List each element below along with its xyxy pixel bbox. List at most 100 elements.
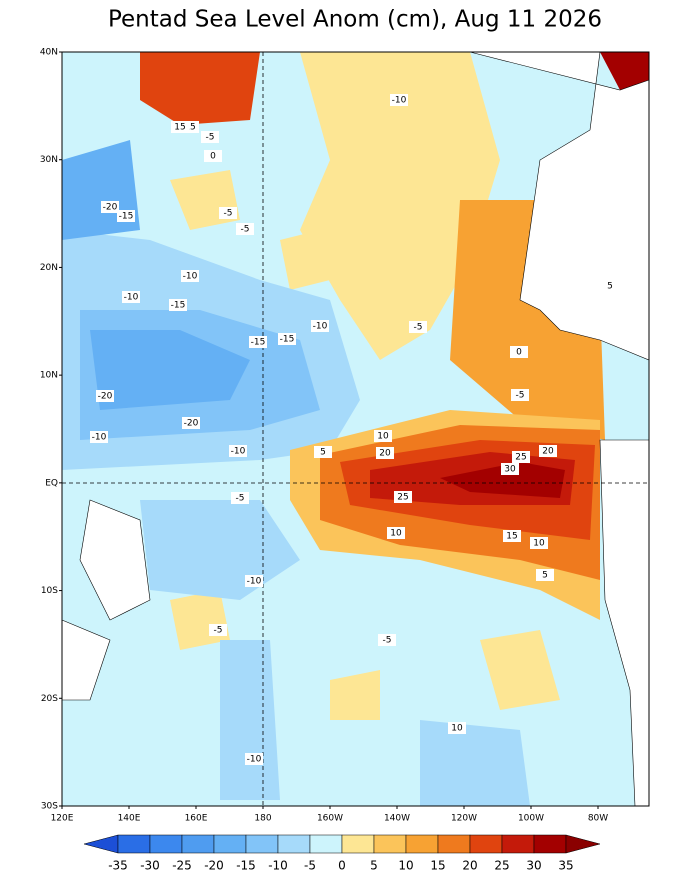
colorbar-swatch xyxy=(245,834,279,854)
lon-label: 180 xyxy=(254,814,271,824)
contour-label-box xyxy=(101,201,119,213)
lat-label: 30S xyxy=(41,802,58,812)
contour-label-box xyxy=(245,575,263,587)
title: Pentad Sea Level Anom (cm), Aug 11 2026 xyxy=(108,7,602,33)
colorbar-label: -35 xyxy=(108,859,128,873)
contour-label: -10 xyxy=(183,272,198,282)
contour-label: 10 xyxy=(533,539,545,549)
colorbar-swatch xyxy=(533,834,567,854)
lat-label: 20S xyxy=(41,694,58,704)
contour-label-box xyxy=(181,270,199,282)
contour-label-box xyxy=(378,634,396,646)
contour-label-box xyxy=(503,530,521,542)
contour-label-box xyxy=(390,94,408,106)
contour-label: -10 xyxy=(92,433,107,443)
warm-core xyxy=(440,462,565,498)
contour-label: -10 xyxy=(124,293,139,303)
contour-label: -20 xyxy=(103,203,118,213)
contour-label: -5 xyxy=(224,209,233,219)
contour-label-box xyxy=(278,333,296,345)
contour-label-box xyxy=(536,569,554,581)
contour-label-box xyxy=(229,445,247,457)
contour-label: 5 xyxy=(320,448,326,458)
contour-label-box xyxy=(204,150,222,162)
contour-label-box xyxy=(249,336,267,348)
colorbar-arrow xyxy=(565,834,601,854)
contour-label-box xyxy=(376,447,394,459)
contour-label: -15 xyxy=(251,338,266,348)
contour-label-box xyxy=(169,299,187,311)
colorbar-swatch xyxy=(437,834,471,854)
contour-label: 15 xyxy=(184,123,195,133)
contour-label: 0 xyxy=(516,348,522,358)
contour-label-box xyxy=(96,390,114,402)
contour-label-box xyxy=(539,445,557,457)
colorbar-label: -30 xyxy=(140,859,160,873)
colorbar-label: -5 xyxy=(304,859,316,873)
contour-label: -10 xyxy=(231,447,246,457)
contour-label: -20 xyxy=(184,419,199,429)
lon-label: 120W xyxy=(451,814,477,824)
lon-label: 140E xyxy=(118,814,141,824)
contour-label-box xyxy=(601,280,619,292)
contour-label-box xyxy=(510,346,528,358)
lat-label: 30N xyxy=(40,155,58,165)
contour-label: 10 xyxy=(377,432,389,442)
contour-label-box xyxy=(448,722,466,734)
contour-label: -5 xyxy=(236,494,245,504)
colorbar-label: 0 xyxy=(338,859,346,873)
contour-label-box xyxy=(90,431,108,443)
contour-label-box xyxy=(219,207,237,219)
contour-label: -10 xyxy=(247,755,262,765)
contour-label-box xyxy=(231,492,249,504)
colorbar-swatch xyxy=(181,834,215,854)
colorbar-label: -15 xyxy=(236,859,256,873)
lat-label: 10N xyxy=(40,371,58,381)
contour-label: 10 xyxy=(390,529,402,539)
contour-label-box xyxy=(511,389,529,401)
colorbar-swatch xyxy=(309,834,343,854)
warm-region xyxy=(300,52,500,360)
contour-label: 0 xyxy=(210,152,216,162)
contour-label: -15 xyxy=(171,301,186,311)
contour-label-box xyxy=(117,210,135,222)
contour-label-box xyxy=(236,223,254,235)
labels: 40N 30N 20N 10N EQ 10S 20S 30S 120E 140E 160E 180 16… xyxy=(40,48,619,873)
lon-label: 100W xyxy=(518,814,544,824)
lat-label: 40N xyxy=(40,48,58,58)
map-fields xyxy=(61,51,650,807)
lon-label: 160E xyxy=(185,814,208,824)
colorbar-swatch xyxy=(405,834,439,854)
contour-label-box xyxy=(512,451,530,463)
colorbar-label: -10 xyxy=(268,859,288,873)
colorbar-label: 30 xyxy=(526,859,541,873)
contour-label-box xyxy=(394,491,412,503)
contour-label-box xyxy=(171,121,189,133)
colorbar-arrow xyxy=(83,834,119,854)
colorbar-swatch xyxy=(277,834,311,854)
contour-label: 15 xyxy=(174,123,185,133)
colorbar-swatch xyxy=(373,834,407,854)
contour-label: -10 xyxy=(247,577,262,587)
colorbar-label: 15 xyxy=(430,859,445,873)
contour-label: -5 xyxy=(214,626,223,636)
map-frame xyxy=(61,51,650,807)
colorbar-label: -20 xyxy=(204,859,224,873)
cool-core xyxy=(90,330,250,410)
contour-label: 25 xyxy=(515,453,526,463)
contour-label: 30 xyxy=(504,465,516,475)
contour-label-box xyxy=(374,430,392,442)
lon-label: 80W xyxy=(588,814,608,824)
contour-label-box xyxy=(314,446,332,458)
colorbar-label: 20 xyxy=(462,859,477,873)
contour-label-box xyxy=(245,753,263,765)
contour-label: 20 xyxy=(379,449,391,459)
contour-label-box xyxy=(530,537,548,549)
contour-label-box xyxy=(182,417,200,429)
contour-label: -20 xyxy=(98,392,113,402)
contour-label: -10 xyxy=(392,96,407,106)
colorbar-label: 5 xyxy=(370,859,378,873)
colorbar-label: 25 xyxy=(494,859,509,873)
warm-patch xyxy=(140,52,260,125)
contour-label: -5 xyxy=(241,225,250,235)
